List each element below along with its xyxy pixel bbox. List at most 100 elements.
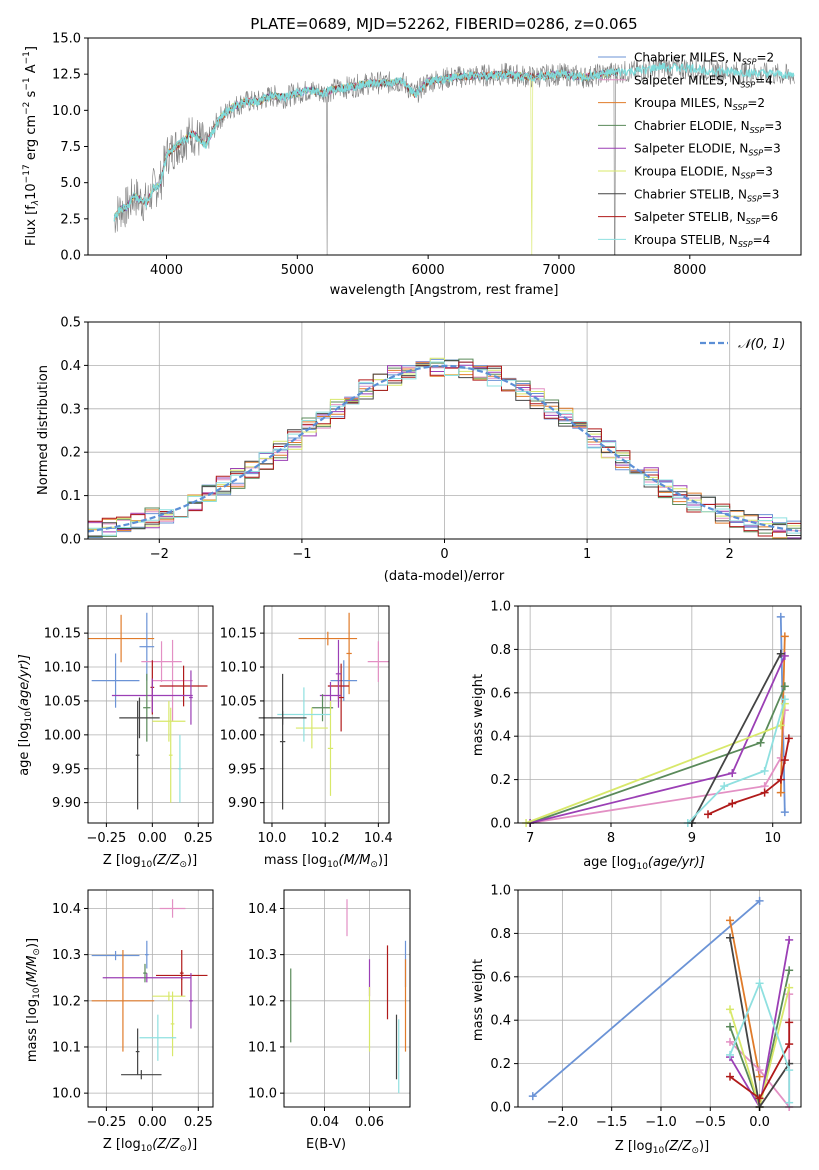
- spectrum-xlabel: wavelength [Angstrom, rest frame]: [330, 283, 559, 298]
- ytick-label: 9.95: [228, 762, 257, 777]
- xtick-label: 0.04: [310, 1115, 339, 1130]
- residuals-xtick-label: −2: [150, 547, 169, 562]
- spectrum-ylabel: Flux [fλ10−17 erg cm−2 s−1 A−1]: [22, 46, 41, 246]
- panel-frame: [87, 605, 214, 824]
- residuals-xlabel: (data-model)/error: [384, 569, 505, 584]
- weight-series-line-9: [729, 980, 791, 1103]
- panel-frame: [283, 889, 411, 1108]
- spectrum-ytick-label: 0.0: [60, 249, 81, 264]
- spectrum-xtick-label: 7000: [542, 263, 575, 278]
- model-spectrum-line-9: [114, 69, 618, 219]
- residuals-panel: −2 −1 0 1 2 0.0 0.1 0.2 0.3 0.4 0.5 𝒩(0, 1) (data…: [36, 316, 802, 584]
- spectrum-xticks: 4000 5000 6000 7000 8000: [150, 255, 706, 278]
- panel-frame: [517, 889, 802, 1108]
- panel-frame: [517, 605, 802, 824]
- ytick-label: 10.1: [248, 1040, 277, 1055]
- ytick-label: 0.4: [490, 1014, 511, 1029]
- residuals-xtick-label: 0: [440, 547, 448, 562]
- ytick-label: 0.6: [490, 686, 511, 701]
- xtick-label: 0.0: [749, 1115, 770, 1130]
- spectrum-lines: [113, 56, 795, 255]
- weight-series-line-8: [729, 1022, 791, 1100]
- age-vs-mass-panel: 10.0 10.2 10.4 9.90 9.95 10.00 10.05 10.10 10.15: [220, 605, 393, 846]
- ytick-label: 10.10: [44, 661, 81, 676]
- spectrum-xtick-label: 5000: [281, 263, 314, 278]
- weight-series-line-1: [532, 900, 761, 1097]
- legend-label-9: Kroupa STELIB, NSSP=4: [634, 233, 770, 249]
- xtick-label: 8: [607, 831, 615, 846]
- ytick-label: 0.0: [490, 817, 511, 832]
- ytick-label: 10.00: [220, 728, 257, 743]
- weight-age-ylabel: mass weight: [471, 674, 486, 756]
- weight-z-ylabel: mass weight: [471, 959, 486, 1041]
- residuals-ytick-label: 0.5: [60, 316, 81, 331]
- xtick-label: 0.00: [138, 1115, 167, 1130]
- ytick-label: 1.0: [490, 600, 511, 615]
- mass-vs-extinction-panel: 0.04 0.06 10.0 10.1 10.2 10.3 10.4: [248, 889, 411, 1130]
- ytick-label: 0.0: [490, 1101, 511, 1116]
- residuals-xtick-label: −1: [292, 547, 311, 562]
- ytick-label: 10.1: [52, 1040, 81, 1055]
- spectrum-xtick-label: 4000: [150, 263, 183, 278]
- ytick-label: 10.0: [248, 1087, 277, 1102]
- kroupa-stelib-overlay-line: [113, 62, 795, 222]
- spectrum-ytick-label: 12.5: [52, 68, 81, 83]
- model-spectrum-line-7: [113, 68, 618, 219]
- xtick-label: −2.0: [547, 1115, 579, 1130]
- legend-label-1: Chabrier MILES, NSSP=2: [634, 51, 774, 67]
- residuals-histograms: [87, 357, 801, 540]
- xtick-label: 0.06: [355, 1115, 384, 1130]
- xtick-label: 7: [526, 831, 534, 846]
- model-spectrum-line-6: [114, 69, 618, 255]
- xtick-label: −0.5: [694, 1115, 726, 1130]
- ytick-label: 10.15: [44, 627, 81, 642]
- spectrum-ytick-label: 15.0: [52, 32, 81, 47]
- ytick-label: 10.15: [220, 627, 257, 642]
- ytick-label: 1.0: [490, 884, 511, 899]
- model-spectrum-line-1: [113, 68, 618, 220]
- xtick-label: 10.4: [364, 831, 393, 846]
- ytick-label: 0.2: [490, 1057, 511, 1072]
- legend-label-3: Kroupa MILES, NSSP=2: [634, 96, 765, 112]
- residuals-ytick-label: 0.4: [60, 359, 81, 374]
- weight-series-line-7: [691, 653, 782, 824]
- ytick-label: 9.95: [52, 762, 81, 777]
- mass-z-xlabel: Z [log10(Z/Z⊙)]: [103, 1137, 197, 1154]
- mass-vs-metallicity-panel: −0.25 0.00 0.25 10.0 10.1 10.2 10.3 10.4: [52, 889, 214, 1130]
- ytick-label: 10.05: [220, 694, 257, 709]
- ytick-label: 0.8: [490, 927, 511, 942]
- spectrum-panel: PLATE=0689, MJD=52262, FIBERID=0286, z=0…: [22, 15, 802, 298]
- ytick-label: 10.0: [52, 1087, 81, 1102]
- ytick-label: 10.00: [44, 728, 81, 743]
- model-spectrum-line-5: [113, 68, 618, 220]
- ytick-label: 9.90: [52, 796, 81, 811]
- ytick-label: 0.8: [490, 643, 511, 658]
- residuals-xticks: −2 −1 0 1 2: [150, 539, 734, 562]
- xtick-label: −0.25: [86, 1115, 126, 1130]
- age-vs-metallicity-panel: −0.25 0.00 0.25 9.90 9.95 10.00 10.05 10.10 10.1…: [44, 605, 214, 846]
- residuals-xtick-label: 1: [583, 547, 591, 562]
- spectrum-ytick-label: 2.5: [60, 212, 81, 227]
- spectrum-ytick-label: 5.0: [60, 176, 81, 191]
- panel-frame: [263, 605, 390, 824]
- ytick-label: 10.4: [52, 902, 81, 917]
- residual-histogram-9: [88, 361, 801, 536]
- ytick-label: 0.2: [490, 773, 511, 788]
- age-z-xlabel: Z [log10(Z/Z⊙)]: [103, 853, 197, 870]
- weight-series-line-2: [729, 920, 761, 1077]
- ytick-label: 10.4: [248, 902, 277, 917]
- ytick-label: 10.3: [248, 948, 277, 963]
- age-z-ylabel: age [log10(age/yr)]: [17, 654, 34, 776]
- xtick-label: 10: [764, 831, 781, 846]
- weight-vs-age-panel: 7 8 9 10 0.0 0.2 0.4 0.6 0.8 1.0: [490, 600, 802, 846]
- age-mass-xlabel: mass [log10(M/M⊙)]: [264, 853, 388, 870]
- mass-ebv-xlabel: E(B-V): [306, 1137, 346, 1152]
- legend-label-4: Chabrier ELODIE, NSSP=3: [634, 119, 782, 135]
- weight-vs-metallicity-panel: −2.0 −1.5 −1.0 −0.5 0.0 0.0 0.2 0.4 0.6 0.8 1.0: [490, 884, 802, 1130]
- spectrum-title: PLATE=0689, MJD=52262, FIBERID=0286, z=0…: [250, 15, 637, 33]
- spectrum-ytick-label: 10.0: [52, 104, 81, 119]
- ytick-label: 10.2: [248, 994, 277, 1009]
- ytick-label: 0.6: [490, 970, 511, 985]
- residuals-ytick-label: 0.0: [60, 533, 81, 548]
- xtick-label: 0.00: [138, 831, 167, 846]
